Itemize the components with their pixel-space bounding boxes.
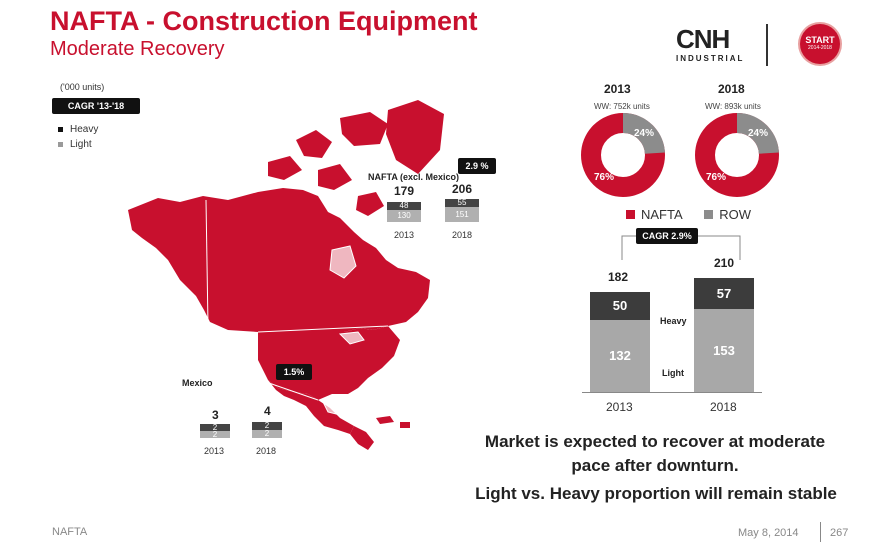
arctic-island-2 [340, 112, 388, 146]
mexico-heavy-2018: 2 [252, 422, 282, 430]
north-america-map [128, 100, 444, 450]
nafta-excl-year-2013: 2013 [394, 230, 415, 240]
pie-ww-2018: WW: 893k units [705, 102, 761, 111]
big-light-label: Light [662, 368, 684, 378]
mexico-title: Mexico [182, 378, 213, 388]
legend-row-swatch [704, 210, 714, 220]
pie-2013-row-pct: 24% [634, 128, 655, 139]
pie-ww-2013: WW: 752k units [594, 102, 650, 111]
nafta-excl-title: NAFTA (excl. Mexico) [368, 172, 460, 182]
big-total-2018: 210 [714, 256, 735, 270]
badge-main: START [805, 35, 835, 45]
mexico-cagr-pill: 1.5% [276, 364, 312, 380]
footer-date: May 8, 2014 [738, 527, 799, 539]
hudson-bay [329, 245, 357, 279]
mexico-total-2013: 3 [212, 408, 219, 422]
mexico-year-2018: 2018 [256, 446, 277, 456]
big-bar-heavy-2018: 57 [694, 278, 754, 309]
legend-row-label: ROW [719, 207, 752, 223]
pie-2013-nafta-pct: 76% [594, 172, 615, 183]
mexico-heavy-2013: 2 [200, 424, 230, 432]
page-title: NAFTA - Construction Equipment [50, 6, 478, 36]
caribbean-2 [400, 422, 410, 428]
big-bar-heavy-2013: 50 [590, 292, 650, 320]
us-mexico-border [265, 381, 319, 401]
big-bar-light-2018: 153 [694, 309, 754, 392]
big-total-2013: 182 [608, 270, 629, 284]
caribbean-1 [376, 416, 394, 424]
nafta-excl-heavy-2018: 55 [445, 199, 479, 207]
pie-year-2013: 2013 [604, 82, 631, 96]
message-line1: Market is expected to recover at moderat… [484, 432, 826, 451]
pie-2018-row-pct: 24% [748, 128, 769, 139]
pie-2018-row-slice [695, 113, 779, 197]
great-lakes [338, 331, 365, 345]
logo-divider [766, 24, 768, 66]
mexico-year-2013: 2013 [204, 446, 225, 456]
hudson-island [356, 192, 384, 216]
central-america-shape [350, 426, 374, 450]
mexico-shape [268, 380, 354, 434]
pie-chart-2018 [695, 113, 779, 197]
legend-heavy-swatch [58, 126, 63, 132]
pie-2013-row-slice [581, 113, 665, 197]
nafta-excl-light-2013: 130 [387, 210, 421, 222]
mexico-light-2018: 2 [252, 430, 282, 438]
big-heavy-label: Heavy [660, 316, 687, 326]
big-bar-light-2013: 132 [590, 320, 650, 392]
us-canada-border [257, 325, 389, 333]
nafta-excl-cagr-pill: 2.9 % [458, 158, 496, 174]
greenland-shape [386, 100, 444, 174]
big-chart-axis [582, 392, 762, 393]
logo-brand-sub: INDUSTRIAL [676, 54, 745, 63]
nafta-excl-total-2018: 206 [452, 182, 473, 196]
legend-light-swatch [58, 141, 63, 147]
usa-shape [258, 326, 400, 400]
pie-year-2018: 2018 [718, 82, 745, 96]
legend-nafta-swatch [626, 210, 635, 220]
pie-chart-2013 [581, 113, 665, 197]
legend-heavy-label: Heavy [70, 124, 99, 135]
big-year-2018: 2018 [710, 400, 737, 414]
legend-nafta-label: NAFTA [641, 207, 683, 223]
gulf-of-mexico [321, 395, 359, 417]
start-badge: START 2014-2018 [800, 24, 840, 64]
canada-alaska-shape [128, 188, 430, 332]
footer-page-number: 267 [830, 527, 849, 539]
legend-light: Light [58, 139, 98, 150]
nafta-excl-light-2018: 151 [445, 207, 479, 222]
legend-light-label: Light [70, 139, 92, 150]
cnh-logo: CNH INDUSTRIAL [676, 26, 746, 68]
mexico-total-2018: 4 [264, 404, 271, 418]
units-note: ('000 units) [60, 82, 105, 92]
logo-brand: CNH [676, 24, 730, 54]
legend-heavy: Heavy [58, 124, 98, 135]
pie-2018-nafta-pct: 76% [706, 172, 727, 183]
arctic-island-4 [318, 164, 352, 190]
heavy-light-legend: Heavy Light [58, 124, 98, 154]
mexico-light-2013: 2 [200, 431, 230, 439]
nafta-excl-heavy-2013: 48 [387, 202, 421, 210]
footer-divider [820, 522, 821, 542]
badge-sub: 2014-2018 [808, 45, 832, 51]
footer-section: NAFTA [52, 526, 88, 538]
nafta-excl-total-2013: 179 [394, 184, 415, 198]
alaska-border [205, 199, 209, 327]
message-main: Market is expected to recover at moderat… [470, 430, 840, 478]
pie-legend: NAFTA ROW [626, 206, 751, 222]
cagr-header-pill: CAGR '13-'18 [52, 98, 140, 114]
big-year-2013: 2013 [606, 400, 633, 414]
arctic-island-3 [268, 156, 302, 180]
nafta-excl-year-2018: 2018 [452, 230, 473, 240]
message-line3: Light vs. Heavy proportion will remain s… [475, 484, 837, 503]
message-line2: pace after downturn. [571, 456, 739, 475]
arctic-island-1 [296, 130, 332, 158]
page-subtitle: Moderate Recovery [50, 38, 225, 60]
big-chart-cagr-pill: CAGR 2.9% [636, 228, 698, 244]
